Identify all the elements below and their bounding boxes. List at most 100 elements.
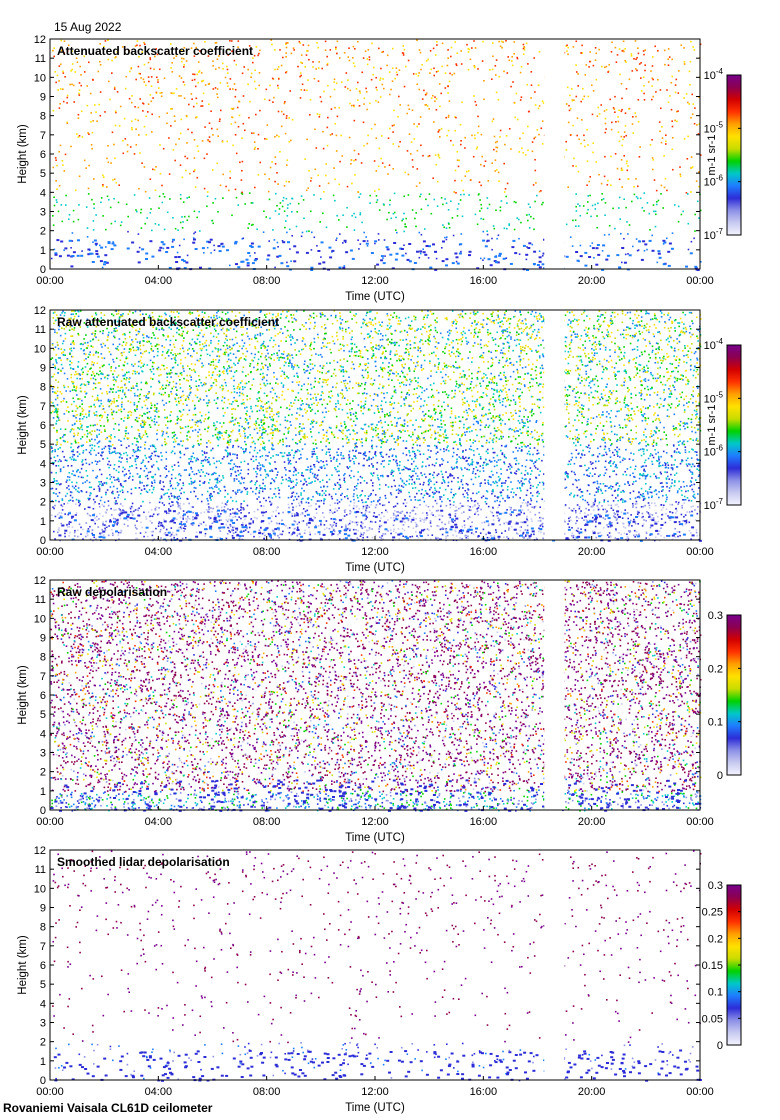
y-tick-label: 6 <box>40 960 46 972</box>
colorbar-tick-label: 0.3 <box>708 610 723 622</box>
x-tick-label: 16:00 <box>470 816 498 828</box>
x-tick-label: 08:00 <box>253 816 281 828</box>
y-tick-label: 2 <box>40 767 46 779</box>
y-tick-label: 0 <box>40 1075 46 1087</box>
y-tick-label: 3 <box>40 207 46 219</box>
footer-label: Rovaniemi Vaisala CL61D ceilometer <box>3 1101 212 1115</box>
x-tick-label: 00:00 <box>686 1086 714 1098</box>
colorbar-tick-label: 10-4 <box>704 337 724 352</box>
colorbar-tick-label: 0.2 <box>708 933 723 945</box>
y-tick-label: 9 <box>40 92 46 104</box>
colorbar-tick-label: 0.1 <box>708 987 723 999</box>
x-tick-label: 20:00 <box>578 275 606 287</box>
colorbar-tick-label: 10-6 <box>704 444 724 459</box>
x-tick-label: 00:00 <box>686 546 714 558</box>
colorbar-tick-label: 0 <box>717 770 723 782</box>
x-tick-label: 20:00 <box>578 816 606 828</box>
colorbar <box>726 74 742 236</box>
y-tick-label: 0 <box>40 264 46 276</box>
y-tick-label: 12 <box>34 845 46 857</box>
y-tick-label: 8 <box>40 652 46 664</box>
panel-title: Raw depolarisation <box>57 585 167 599</box>
x-tick-label: 00:00 <box>36 546 64 558</box>
colorbar-tick-label: 0.1 <box>708 717 723 729</box>
y-tick-label: 4 <box>40 187 46 199</box>
y-tick-label: 5 <box>40 979 46 991</box>
y-tick-label: 11 <box>35 864 46 876</box>
colorbar-unit-label: m-1 sr-1 <box>706 405 718 446</box>
y-tick-label: 6 <box>40 420 46 432</box>
y-tick-label: 5 <box>40 168 46 180</box>
x-tick-label: 08:00 <box>253 546 281 558</box>
y-tick-label: 5 <box>40 439 46 451</box>
y-tick-label: 8 <box>40 922 46 934</box>
x-tick-label: 04:00 <box>145 275 173 287</box>
y-tick-label: 3 <box>40 478 46 490</box>
x-tick-label: 12:00 <box>361 816 389 828</box>
y-tick-label: 4 <box>40 728 46 740</box>
heatmap-field <box>50 580 702 812</box>
x-tick-label: 04:00 <box>145 816 173 828</box>
plot-area <box>50 39 700 269</box>
colorbar-tick-label: 10-5 <box>704 390 724 405</box>
data-gap <box>544 310 565 540</box>
x-axis-label: Time (UTC) <box>345 1102 405 1114</box>
y-tick-label: 8 <box>40 382 46 394</box>
x-tick-label: 04:00 <box>145 546 173 558</box>
y-tick-label: 10 <box>34 883 46 895</box>
colorbar <box>726 614 742 776</box>
x-tick-label: 12:00 <box>361 546 389 558</box>
colorbar-tick-label: 10-6 <box>704 174 724 189</box>
y-tick-label: 9 <box>40 363 46 375</box>
y-tick-label: 12 <box>34 305 46 317</box>
x-tick-label: 08:00 <box>253 275 281 287</box>
y-tick-label: 11 <box>35 594 46 606</box>
data-gap <box>544 850 565 1080</box>
y-tick-label: 6 <box>40 690 46 702</box>
panel-title: Smoothed lidar depolarisation <box>57 855 230 869</box>
x-tick-label: 00:00 <box>36 1086 64 1098</box>
colorbar-tick-label: 0.2 <box>708 663 723 675</box>
y-tick-label: 10 <box>34 72 46 84</box>
y-tick-label: 6 <box>40 149 46 161</box>
y-tick-label: 1 <box>40 245 46 257</box>
data-gap <box>544 580 565 810</box>
x-tick-label: 12:00 <box>361 1086 389 1098</box>
colorbar <box>726 344 742 506</box>
plot-area <box>50 850 700 1080</box>
x-tick-label: 16:00 <box>470 1086 498 1098</box>
y-tick-label: 9 <box>40 903 46 915</box>
y-tick-label: 1 <box>40 1056 46 1068</box>
y-tick-label: 12 <box>34 34 46 46</box>
x-axis-label: Time (UTC) <box>345 562 405 574</box>
y-tick-label: 5 <box>40 709 46 721</box>
y-tick-label: 7 <box>40 941 46 953</box>
y-tick-label: 3 <box>40 1018 46 1030</box>
y-tick-label: 3 <box>40 748 46 760</box>
date-label: 15 Aug 2022 <box>54 20 121 34</box>
y-tick-label: 10 <box>34 343 46 355</box>
x-axis-label: Time (UTC) <box>345 832 405 844</box>
heatmap-field <box>50 310 702 542</box>
y-tick-label: 0 <box>40 535 46 547</box>
x-tick-label: 00:00 <box>36 275 64 287</box>
y-tick-label: 12 <box>34 575 46 587</box>
y-tick-label: 0 <box>40 805 46 817</box>
y-tick-label: 10 <box>34 613 46 625</box>
y-tick-label: 4 <box>40 998 46 1010</box>
y-tick-label: 7 <box>40 671 46 683</box>
colorbar-tick-label: 10-5 <box>704 120 724 135</box>
y-axis-label: Height (km) <box>17 665 29 725</box>
colorbar-tick-label: 10-7 <box>704 227 724 242</box>
panel-title: Raw attenuated backscatter coefficient <box>57 315 279 329</box>
colorbar-tick-label: 0.3 <box>708 880 723 892</box>
y-tick-label: 11 <box>35 324 46 336</box>
x-tick-label: 04:00 <box>145 1086 173 1098</box>
colorbar-tick-label: 10-4 <box>704 67 724 82</box>
y-tick-label: 1 <box>40 516 46 528</box>
x-tick-label: 20:00 <box>578 1086 606 1098</box>
